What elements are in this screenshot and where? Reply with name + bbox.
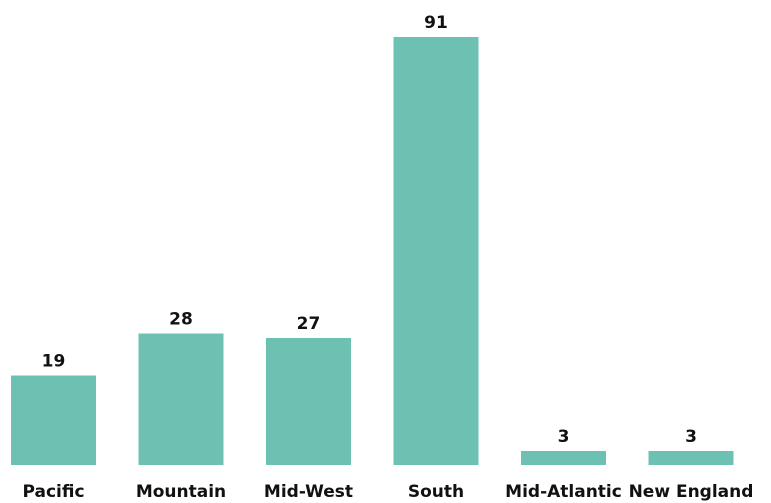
bar-pacific — [11, 375, 96, 465]
bar-mid-atlantic — [521, 450, 606, 465]
value-label-mid-west: 27 — [297, 314, 321, 334]
category-label-mid-west: Mid-West — [264, 482, 353, 502]
bar-south — [393, 37, 479, 465]
category-label-south: South — [408, 482, 464, 502]
value-label-pacific: 19 — [42, 352, 66, 372]
value-label-new-england: 3 — [685, 427, 697, 447]
category-labels-group: Pacific Mountain Mid-West South Mid-Atlantic… — [22, 482, 753, 502]
bar-mountain — [138, 333, 224, 465]
value-labels-group: 19 28 27 91 3 3 — [42, 13, 697, 447]
category-label-new-england: New England — [629, 482, 754, 502]
category-label-mid-atlantic: Mid-Atlantic — [505, 482, 622, 502]
category-label-pacific: Pacific — [22, 482, 84, 502]
value-label-mid-atlantic: 3 — [558, 427, 570, 447]
category-label-mountain: Mountain — [136, 482, 226, 502]
value-label-mountain: 28 — [169, 309, 193, 329]
bars-group — [11, 37, 734, 465]
value-label-south: 91 — [424, 13, 448, 33]
bar-new-england — [648, 450, 734, 465]
bar-mid-west — [266, 338, 351, 465]
